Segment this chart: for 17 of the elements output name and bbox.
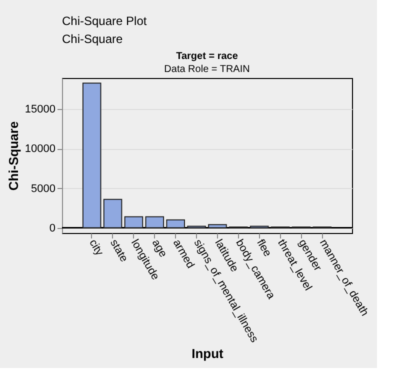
bar [82,82,102,228]
bar [208,224,227,228]
bar [103,198,122,228]
chart-subtitle: Data Role = TRAIN [164,64,250,75]
text: Chi-Square [62,32,124,46]
bar [166,219,185,228]
y-axis-title: Chi-Square [6,121,21,191]
chart-title: Target = race [176,51,238,62]
y-tick-label: 0 [49,222,56,234]
bar [145,216,164,228]
x-tick-label: city [86,238,106,258]
y-tick-label: 10000 [24,143,56,156]
bar [124,216,144,228]
text: Chi-Square Plot [62,14,148,28]
y-tick-label: 5000 [31,182,56,195]
y-tick-label: 15000 [24,104,56,116]
x-axis-title: Input [192,346,224,362]
